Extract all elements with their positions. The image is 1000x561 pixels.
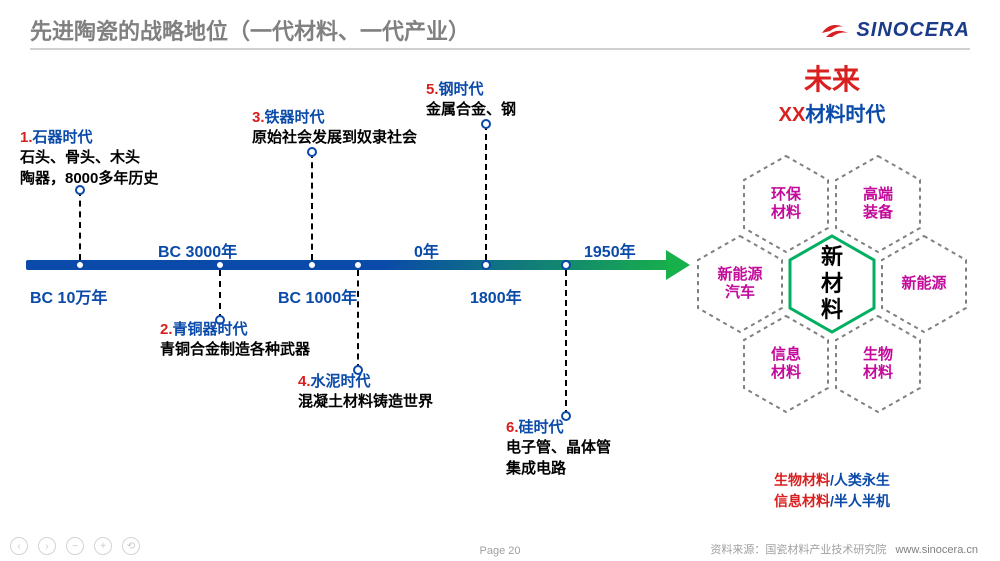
hex-title-l1: 未来 [682, 58, 982, 98]
hex-outer: 信息 材料 [742, 314, 830, 414]
era-dot [307, 260, 317, 270]
timeline-tick: 0年 [414, 238, 439, 262]
footer-source: 资料来源：国瓷材料产业技术研究院 www.sinocera.cn [710, 541, 978, 557]
era-dot [353, 260, 363, 270]
header-divider [30, 48, 970, 50]
logo: SINOCERA [820, 19, 970, 42]
nav-reset-icon[interactable]: ⟲ [122, 537, 140, 555]
era-label: 5.钢时代金属合金、钢 [426, 80, 516, 121]
era-label: 6.硅时代电子管、晶体管集成电路 [506, 418, 611, 479]
timeline-tick: 1950年 [584, 238, 636, 262]
era-connector [357, 270, 359, 370]
nav-icons: ‹ › − + ⟲ [10, 537, 140, 555]
hex-title-l2: XX材料时代 [682, 98, 982, 127]
nav-next-icon[interactable]: › [38, 537, 56, 555]
timeline-tick: BC 3000年 [158, 238, 237, 262]
era-dot [215, 260, 225, 270]
timeline-tick: BC 10万年 [30, 284, 107, 308]
era-dot-end [481, 119, 491, 129]
era-connector [79, 190, 81, 260]
timeline-tick: 1800年 [470, 284, 522, 308]
era-label: 2.青铜器时代青铜合金制造各种武器 [160, 320, 310, 361]
hex-caption: 生物材料/人类永生信息材料/半人半机 [682, 470, 982, 512]
hex-cluster-area: 未来 XX材料时代 新 材 料环保 材料高端 装备新能源 汽车新能源信息 材料生… [682, 58, 982, 518]
era-connector [219, 270, 221, 320]
logo-text: SINOCERA [856, 19, 970, 42]
timeline-tick: BC 1000年 [278, 284, 357, 308]
timeline-axis [26, 260, 676, 270]
era-connector [565, 270, 567, 416]
footer-page: Page 20 [480, 545, 521, 557]
hex-cluster: 新 材 料环保 材料高端 装备新能源 汽车新能源信息 材料生物 材料 [682, 130, 982, 450]
era-label: 3.铁器时代原始社会发展到奴隶社会 [252, 108, 417, 149]
nav-minus-icon[interactable]: − [66, 537, 84, 555]
nav-prev-icon[interactable]: ‹ [10, 537, 28, 555]
timeline: BC 10万年 BC 3000年 BC 1000年 0年 1800年 1950年 1.石器… [20, 60, 690, 500]
era-dot-end [307, 147, 317, 157]
header: 先进陶瓷的战略地位（一代材料、一代产业） SINOCERA [30, 14, 970, 46]
page-title: 先进陶瓷的战略地位（一代材料、一代产业） [30, 14, 470, 46]
era-dot [561, 260, 571, 270]
era-dot [75, 260, 85, 270]
era-connector [311, 152, 313, 260]
era-label: 4.水泥时代混凝土材料铸造世界 [298, 372, 433, 413]
era-connector [485, 124, 487, 260]
era-dot [481, 260, 491, 270]
era-label: 1.石器时代石头、骨头、木头陶器，8000多年历史 [20, 128, 158, 189]
nav-plus-icon[interactable]: + [94, 537, 112, 555]
logo-icon [820, 19, 850, 41]
hex-outer: 生物 材料 [834, 314, 922, 414]
hex-title: 未来 XX材料时代 [682, 58, 982, 127]
